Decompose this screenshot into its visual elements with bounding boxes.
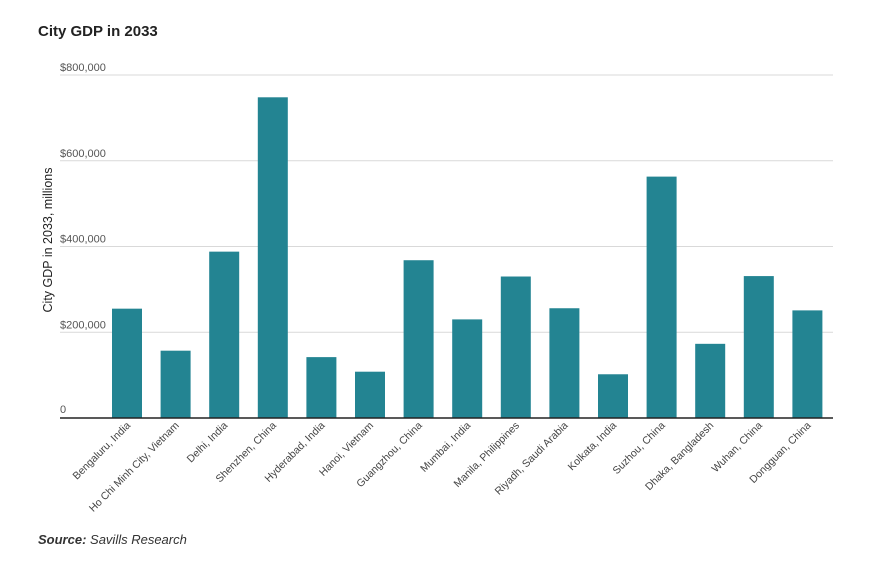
bar[interactable] bbox=[500, 276, 531, 418]
x-tick-label: Kolkata, India bbox=[566, 420, 620, 474]
bar[interactable] bbox=[743, 276, 774, 418]
y-tick-label: $800,000 bbox=[60, 62, 106, 74]
source-label: Source: bbox=[38, 532, 87, 547]
bar[interactable] bbox=[792, 310, 823, 418]
y-tick-label: 0 bbox=[60, 404, 66, 416]
y-axis-label: City GDP in 2033, millions bbox=[41, 168, 55, 313]
y-axis-tick-labels: 0 $200,000 $400,000 $600,000 $800,000 bbox=[60, 62, 106, 416]
bar[interactable] bbox=[695, 343, 726, 418]
bar[interactable] bbox=[355, 371, 385, 418]
bar[interactable] bbox=[598, 374, 628, 418]
bar[interactable] bbox=[209, 251, 240, 418]
bar[interactable] bbox=[257, 97, 288, 419]
bar[interactable] bbox=[112, 308, 142, 418]
bar[interactable] bbox=[306, 357, 337, 418]
y-tick-label: $600,000 bbox=[60, 148, 106, 160]
bar[interactable] bbox=[160, 350, 191, 418]
y-tick-label: $200,000 bbox=[60, 319, 106, 331]
bar[interactable] bbox=[452, 319, 483, 418]
y-tick-label: $400,000 bbox=[60, 234, 106, 246]
x-tick-label: Delhi, India bbox=[185, 420, 231, 466]
bar[interactable] bbox=[549, 308, 580, 418]
bar[interactable] bbox=[403, 260, 434, 418]
bar[interactable] bbox=[646, 176, 677, 418]
source-note: Source: Savills Research bbox=[38, 532, 187, 547]
chart-title: City GDP in 2033 bbox=[38, 23, 158, 40]
x-tick-label: Mumbai, India bbox=[418, 420, 473, 475]
gridlines bbox=[60, 74, 833, 333]
bars bbox=[112, 97, 823, 419]
x-tick-label: Ho Chi Minh City, Vietnam bbox=[87, 419, 182, 514]
source-text: Savills Research bbox=[90, 532, 187, 547]
